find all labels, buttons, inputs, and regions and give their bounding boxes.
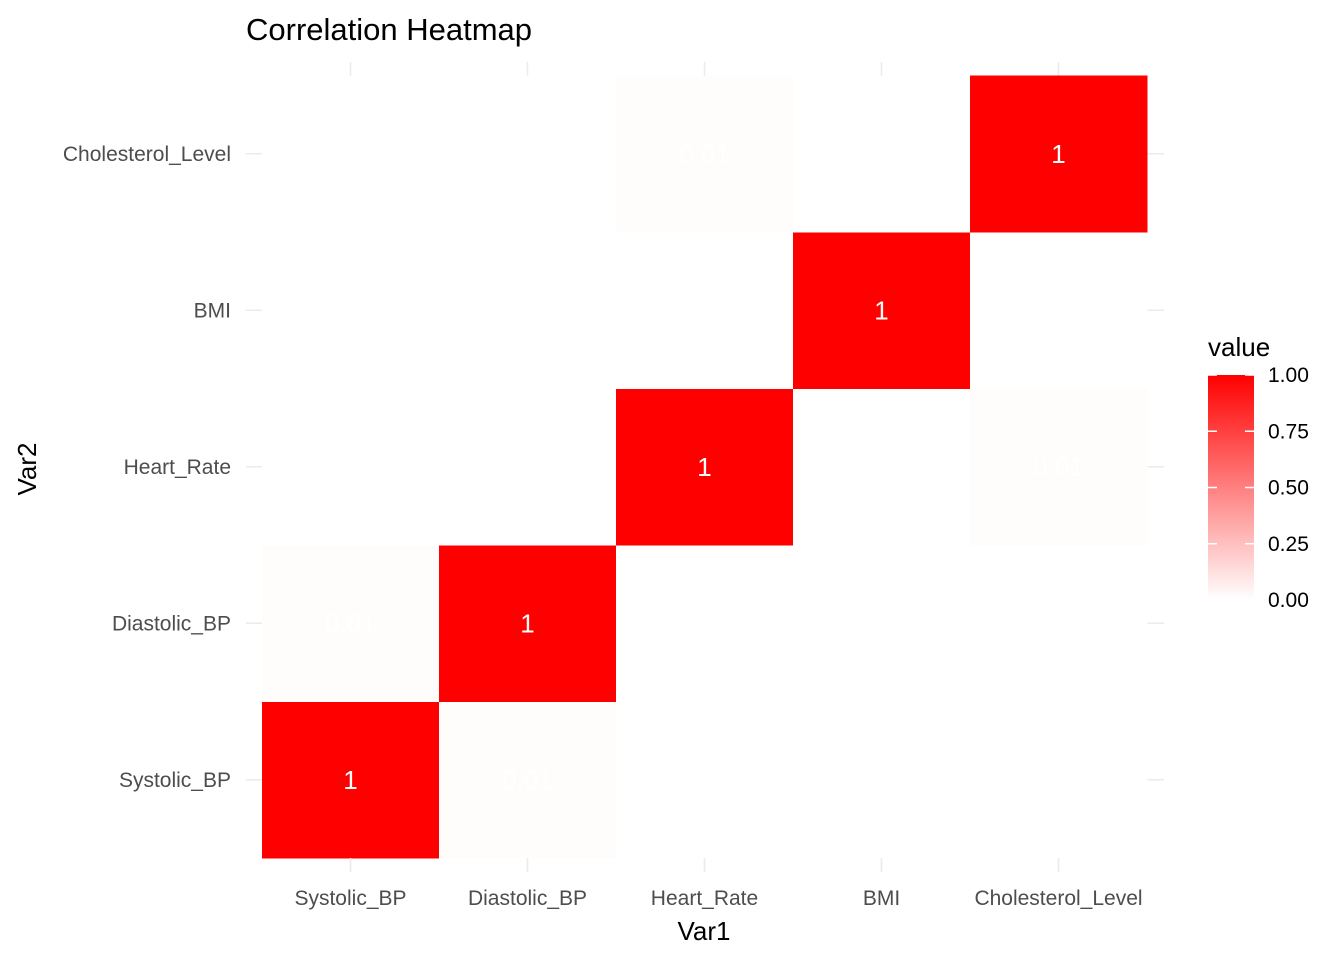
heatmap-cells bbox=[262, 75, 1148, 859]
x-axis-ticks: Systolic_BP Diastolic_BP Heart_Rate BMI Chol… bbox=[294, 858, 1143, 910]
heatmap-cell-Systolic_BP-Cholesterol_Level bbox=[262, 75, 440, 233]
legend-tick-label: 0.75 bbox=[1268, 420, 1309, 443]
heatmap-cell-Diastolic_BP-Systolic_BP bbox=[439, 701, 617, 859]
y-tick-label: BMI bbox=[194, 299, 231, 322]
cell-value-label: 0.01 bbox=[502, 765, 553, 795]
legend-ticks: 1.00 0.75 0.50 0.25 0.00 bbox=[1208, 364, 1309, 612]
heatmap-cell-Diastolic_BP-BMI bbox=[439, 232, 617, 389]
legend-tick-label: 0.25 bbox=[1268, 533, 1309, 556]
heatmap-cell-Heart_Rate-BMI bbox=[616, 232, 794, 389]
y-tick-label: Cholesterol_Level bbox=[63, 143, 231, 166]
cell-value-label: 1 bbox=[1051, 139, 1065, 169]
heatmap-cell-Cholesterol_Level-BMI bbox=[970, 232, 1148, 389]
heatmap-cell-Heart_Rate-Cholesterol_Level bbox=[616, 75, 794, 233]
y-tick-label: Heart_Rate bbox=[124, 456, 231, 479]
legend: value 1.00 0.75 0.50 0.25 0.00 bbox=[1208, 332, 1309, 612]
heatmap-cell-Systolic_BP-BMI bbox=[262, 232, 440, 389]
cell-value-label: 1 bbox=[343, 765, 357, 795]
heatmap-cell-Heart_Rate-Diastolic_BP bbox=[616, 545, 794, 702]
heatmap-cell-Cholesterol_Level-Diastolic_BP bbox=[970, 545, 1148, 702]
heatmap-cell-BMI-Cholesterol_Level bbox=[793, 75, 971, 233]
heatmap-cell-Systolic_BP-Diastolic_BP bbox=[262, 545, 440, 702]
heatmap-cell-BMI-Diastolic_BP bbox=[793, 545, 971, 702]
y-axis-ticks: Systolic_BP Diastolic_BP Heart_Rate BMI Chol… bbox=[63, 143, 231, 792]
cell-value-label: 0.01 bbox=[325, 608, 376, 638]
chart-title: Correlation Heatmap bbox=[246, 12, 532, 47]
legend-title: value bbox=[1208, 332, 1270, 362]
cell-value-label: 0.01 bbox=[1033, 452, 1084, 482]
heatmap-cell-Diastolic_BP-Cholesterol_Level bbox=[439, 75, 617, 233]
heatmap-cell-Cholesterol_Level-Heart_Rate bbox=[970, 388, 1148, 546]
x-axis-title: Var1 bbox=[678, 916, 731, 946]
x-tick-label: BMI bbox=[863, 887, 900, 910]
heatmap-cell-Diastolic_BP-Heart_Rate bbox=[439, 388, 617, 546]
heatmap-cell-BMI-Heart_Rate bbox=[793, 388, 971, 546]
heatmap-cell-labels: 1 0.01 0.01 1 1 0.01 1 0.01 1 bbox=[325, 139, 1084, 795]
heatmap-cell-Systolic_BP-Systolic_BP bbox=[262, 701, 440, 859]
heatmap-cell-Diastolic_BP-Diastolic_BP bbox=[439, 545, 617, 702]
heatmap-cell-Systolic_BP-Heart_Rate bbox=[262, 388, 440, 546]
cell-value-label: 1 bbox=[520, 608, 534, 638]
heatmap-cell-Heart_Rate-Heart_Rate bbox=[616, 388, 794, 546]
x-tick-label: Systolic_BP bbox=[294, 887, 406, 910]
y-tick-label: Systolic_BP bbox=[119, 769, 231, 792]
heatmap-cell-Cholesterol_Level-Systolic_BP bbox=[970, 701, 1148, 859]
x-tick-label: Diastolic_BP bbox=[468, 887, 587, 910]
x-tick-label: Cholesterol_Level bbox=[974, 887, 1142, 910]
heatmap-cell-BMI-Systolic_BP bbox=[793, 701, 971, 859]
x-tick-label: Heart_Rate bbox=[651, 887, 758, 910]
cell-value-label: 0.01 bbox=[679, 139, 730, 169]
y-tick-label: Diastolic_BP bbox=[112, 612, 231, 635]
y-axis-title: Var2 bbox=[12, 443, 42, 496]
cell-value-label: 1 bbox=[874, 295, 888, 325]
heatmap-cell-BMI-BMI bbox=[793, 232, 971, 389]
heatmap-cell-Heart_Rate-Systolic_BP bbox=[616, 701, 794, 859]
legend-tick-label: 0.00 bbox=[1268, 589, 1309, 612]
legend-tick-label: 0.50 bbox=[1268, 477, 1309, 500]
cell-value-label: 1 bbox=[697, 452, 711, 482]
heatmap-cell-Cholesterol_Level-Cholesterol_Level bbox=[970, 75, 1148, 233]
legend-tick-label: 1.00 bbox=[1268, 364, 1309, 387]
